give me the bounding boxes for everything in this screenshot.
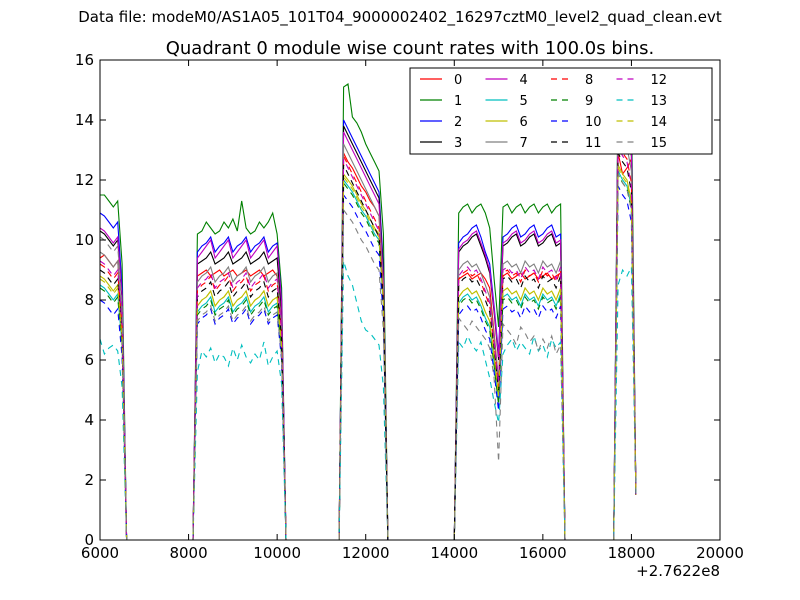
legend-label-10: 10	[585, 115, 602, 130]
series-line-5	[99, 170, 637, 541]
series-line-12	[99, 146, 637, 541]
legend-label-7: 7	[520, 136, 528, 151]
legend-label-4: 4	[520, 73, 528, 88]
legend-label-8: 8	[585, 73, 593, 88]
series-line-4	[99, 107, 637, 541]
legend-label-5: 5	[520, 94, 528, 109]
x-axis: 6000 8000 10000 12000 14000 16000 18000 20000	[81, 60, 744, 562]
y-tick-label: 4	[84, 411, 94, 429]
x-axis-offset-label: +2.7622e8	[636, 562, 720, 580]
x-tick-label: 20000	[696, 544, 744, 562]
chart-title: Quadrant 0 module wise count rates with …	[166, 38, 655, 59]
series-line-2	[99, 101, 637, 541]
x-tick-label: 6000	[81, 544, 119, 562]
y-tick-label: 12	[75, 171, 94, 189]
legend-label-11: 11	[585, 136, 602, 151]
y-tick-label: 16	[75, 51, 94, 69]
series-line-3	[99, 113, 637, 541]
series-line-7	[99, 131, 637, 541]
series-line-9	[99, 173, 637, 541]
y-tick-label: 2	[84, 471, 94, 489]
x-tick-label: 18000	[608, 544, 656, 562]
x-tick-label: 14000	[430, 544, 478, 562]
legend-label-0: 0	[454, 73, 462, 88]
legend-label-14: 14	[651, 115, 668, 130]
y-tick-label: 6	[84, 351, 94, 369]
x-tick-label: 12000	[342, 544, 390, 562]
series-line-13	[99, 260, 637, 541]
legend-box	[409, 67, 713, 155]
series-line-15	[99, 173, 637, 541]
legend-label-2: 2	[454, 115, 462, 130]
x-tick-label: 8000	[169, 544, 207, 562]
y-tick-label: 8	[84, 291, 94, 309]
series-line-8	[99, 143, 637, 541]
figure-header: Data file: modeM0/AS1A05_101T04_90000024…	[78, 8, 722, 26]
y-tick-label: 10	[75, 231, 94, 249]
legend-label-3: 3	[454, 136, 462, 151]
legend-label-6: 6	[520, 115, 528, 130]
x-tick-label: 10000	[253, 544, 301, 562]
y-tick-label: 14	[75, 111, 94, 129]
y-tick-label: 0	[84, 531, 94, 549]
x-tick-label: 16000	[519, 544, 567, 562]
legend-label-1: 1	[454, 94, 462, 109]
legend-label-13: 13	[651, 94, 668, 109]
series-line-10	[99, 185, 637, 541]
legend-label-12: 12	[651, 73, 668, 88]
series-line-11	[99, 152, 637, 541]
legend-label-9: 9	[585, 94, 593, 109]
legend-label-15: 15	[651, 136, 668, 151]
